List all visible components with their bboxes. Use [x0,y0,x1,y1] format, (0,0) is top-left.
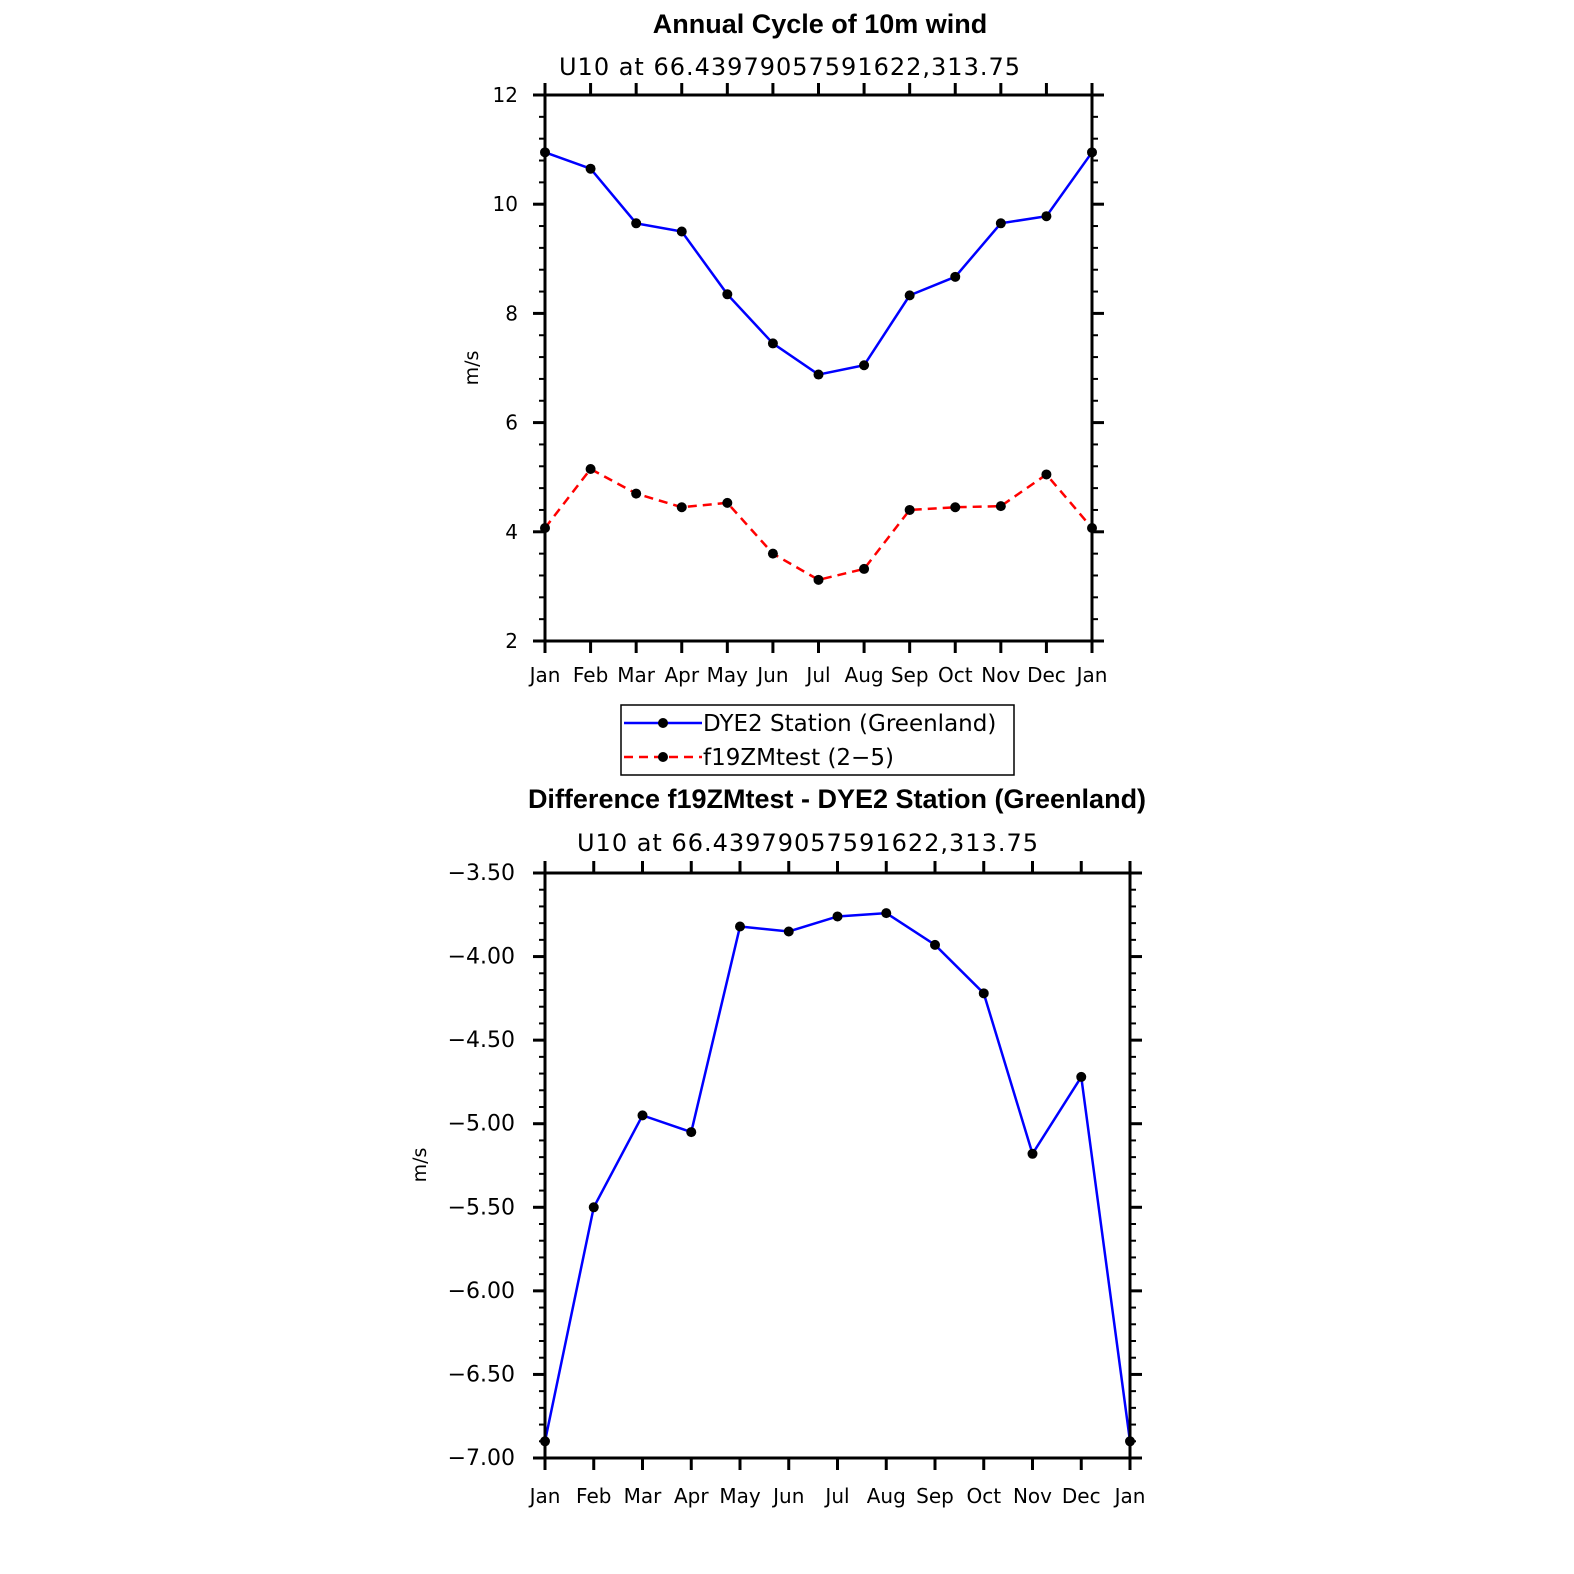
y-tick-label: −6.50 [448,1362,515,1387]
tick-labels: Jan Feb Mar Apr May Jun Jul Aug Sep Oct Nov Dec Jan−… [448,861,1146,1508]
data-point [686,1127,697,1138]
y-tick-label: 4 [505,520,518,544]
legend-box [620,704,1015,776]
data-point [1041,211,1052,222]
data-point [904,290,915,301]
x-tick-label: Jul [823,1484,849,1508]
y-tick-label: −4.50 [448,1028,515,1053]
x-tick-label: Apr [674,1484,709,1508]
difference-chart: Difference f19ZMtest - DYE2 Station (Gre… [409,784,1146,1508]
x-tick-label: Dec [1027,663,1066,687]
x-tick-label: Jun [755,663,788,687]
legend-marker-dye2 [658,718,668,728]
y-tick-label: 8 [505,301,518,325]
data-point [722,497,733,508]
series-lines [540,908,1135,1447]
x-tick-label: Apr [664,663,699,687]
y-tick-label: −5.00 [448,1112,515,1137]
y-tick-label: −4.00 [448,945,515,970]
data-point [995,218,1006,229]
data-point [1076,1071,1087,1082]
x-tick-label: Nov [981,663,1020,687]
series-line [544,151,1094,376]
y-axis-label: m/s [409,1148,431,1183]
y-tick-label: 6 [505,411,518,435]
data-point [637,1110,648,1121]
x-tick-label: May [707,663,749,687]
tick-labels: Jan Feb Mar Apr May Jun Jul Aug Sep Oct Nov Dec Jan 2… [493,83,1108,687]
data-point [813,574,824,585]
x-tick-label: May [719,1484,761,1508]
x-tick-label: Aug [845,663,884,687]
chart-title: Difference f19ZMtest - DYE2 Station (Gre… [528,784,1146,814]
data-point [783,926,794,937]
legend-label-f19zmtest: f19ZMtest (2−5) [703,745,894,771]
data-point [631,488,642,499]
x-tick-label: Oct [938,663,973,687]
y-tick-label: 10 [493,192,518,216]
data-point [930,939,940,950]
x-tick-label: Jun [771,1484,804,1508]
y-tick-label: −6.00 [448,1279,515,1304]
annual-cycle-chart: Annual Cycle of 10m wind U10 at 66.43979… [461,9,1108,776]
data-point [832,911,843,922]
data-point [995,501,1006,512]
x-tick-label: Jul [804,663,830,687]
data-point [767,548,778,559]
tick-marks [533,861,1142,1470]
legend-label-dye2: DYE2 Station (Greenland) [703,711,996,737]
data-point [585,163,596,174]
tick-marks [533,83,1104,653]
x-tick-label: Feb [576,1484,611,1508]
y-tick-label: 12 [493,83,518,107]
x-tick-label: Nov [1013,1484,1052,1508]
data-point [978,988,989,999]
y-tick-label: −3.50 [448,861,515,886]
data-point [1041,469,1052,480]
data-point [722,289,733,300]
data-point [676,502,687,513]
legend: DYE2 Station (Greenland) f19ZMtest (2−5) [620,704,1015,776]
series-line [544,467,1093,582]
x-tick-label: Jan [528,1484,561,1508]
data-point [631,218,642,229]
y-tick-label: −5.50 [448,1195,515,1220]
x-tick-label: Jan [1075,663,1108,687]
x-tick-label: Jan [1113,1484,1146,1508]
data-point [735,921,745,932]
data-point [904,504,915,515]
data-point [1027,1148,1038,1159]
x-tick-label: Mar [617,663,656,687]
series-lines [540,147,1097,585]
x-tick-label: Feb [573,663,608,687]
data-point [676,226,687,237]
data-point [813,369,824,380]
y-axis-label: m/s [461,351,483,386]
data-point [859,360,870,371]
chart-subtitle: U10 at 66.43979057591622,313.75 [577,829,1039,857]
data-point [950,502,961,513]
data-point [588,1202,599,1213]
x-tick-label: Mar [624,1484,663,1508]
data-point [859,563,870,574]
x-tick-label: Sep [916,1484,954,1508]
x-tick-label: Jan [528,663,561,687]
legend-marker-f19zmtest [658,752,668,762]
y-tick-label: −7.00 [448,1446,515,1471]
x-tick-label: Oct [966,1484,1001,1508]
series-line [543,911,1132,1442]
data-point [767,338,778,349]
x-tick-label: Dec [1062,1484,1101,1508]
plot-frame [543,871,1132,1460]
chart-title: Annual Cycle of 10m wind [653,9,988,39]
data-point [585,464,596,475]
data-point [881,908,892,919]
plot-frame [543,93,1094,643]
x-tick-label: Aug [867,1484,906,1508]
x-tick-label: Sep [891,663,929,687]
y-tick-label: 2 [505,629,518,653]
chart-subtitle: U10 at 66.43979057591622,313.75 [559,53,1021,81]
data-point [950,271,961,282]
